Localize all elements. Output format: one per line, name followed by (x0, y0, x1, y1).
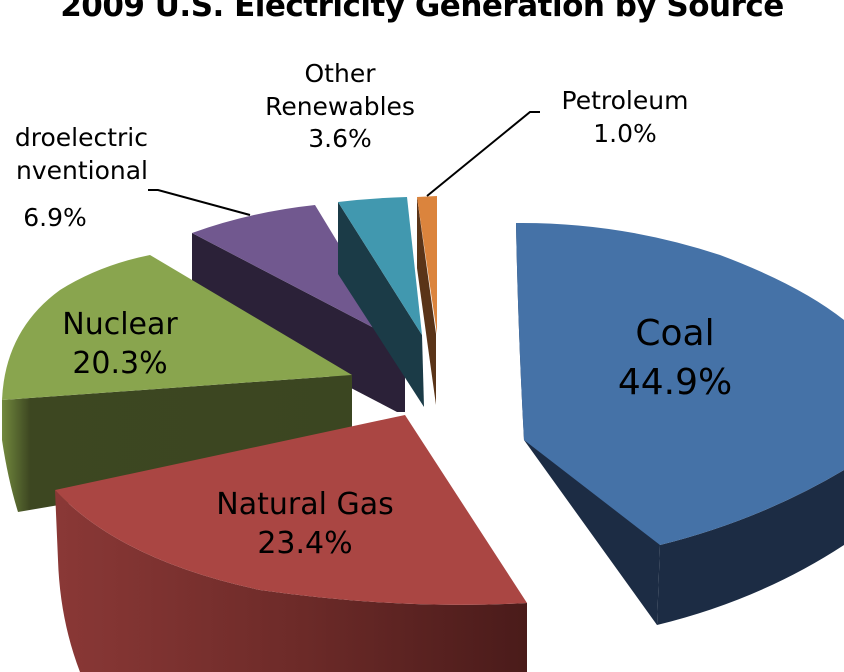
label-other-line2: Renewables (265, 91, 415, 121)
label-nuclear-name: Nuclear (62, 307, 178, 342)
label-petroleum-pct: 1.0% (593, 118, 657, 148)
label-natural-gas: Natural Gas 23.4% (175, 485, 435, 563)
label-gas-name: Natural Gas (216, 487, 394, 522)
leader-line-hydro (148, 189, 251, 216)
slice-coal[interactable] (516, 222, 844, 625)
label-other-pct: 3.6% (308, 124, 372, 153)
label-nuclear-pct: 20.3% (72, 346, 168, 381)
label-petroleum-name: Petroleum (561, 86, 689, 115)
slice-petroleum[interactable] (417, 196, 437, 405)
label-gas-pct: 23.4% (257, 526, 353, 561)
label-hydro-line2: nventional (15, 155, 148, 185)
label-hydroelectric: droelectric nventional (0, 122, 148, 187)
label-nuclear: Nuclear 20.3% (30, 305, 210, 383)
label-coal: Coal 44.9% (570, 310, 780, 407)
label-other-renewables: Other Renewables 3.6% (230, 58, 450, 156)
chart-title: 2009 U.S. Electricity Generation by Sour… (60, 0, 784, 24)
label-petroleum: Petroleum 1.0% (530, 85, 720, 150)
label-hydro-pct: 6.9% (23, 203, 87, 232)
label-coal-pct: 44.9% (617, 361, 733, 403)
leader-line-petroleum (426, 111, 540, 197)
label-coal-name: Coal (635, 313, 715, 354)
slice-natural-gas[interactable] (55, 415, 527, 672)
label-other-line1: Other (304, 59, 376, 88)
slice-other-renewables[interactable] (338, 197, 424, 407)
slice-nuclear[interactable] (2, 255, 352, 512)
label-hydro-line1: droelectric (14, 123, 148, 152)
